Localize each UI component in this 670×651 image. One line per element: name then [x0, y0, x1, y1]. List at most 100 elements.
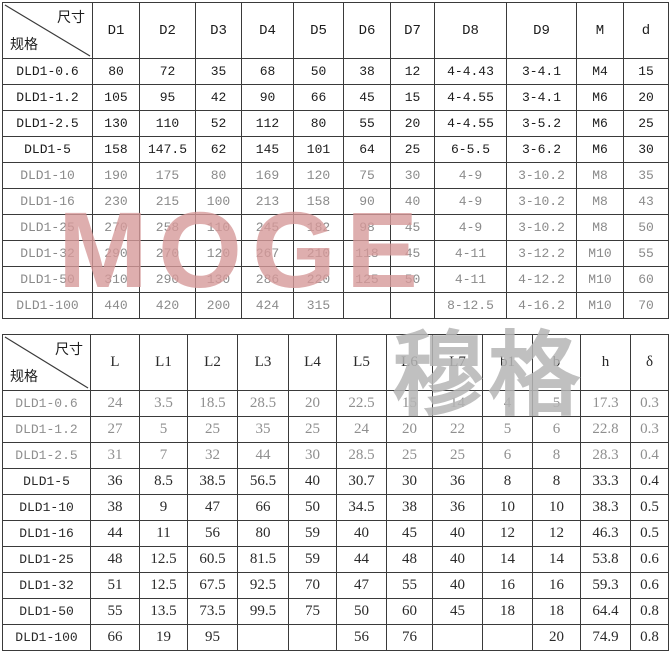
row-spec: DLD1-32	[2, 572, 91, 599]
table-row: DLD1-50 310 290 130 286 220 125 50 4-11 4-12.2 M10…	[2, 266, 669, 293]
cell: 245	[241, 214, 294, 241]
cell: 0.4	[630, 442, 669, 469]
cell: 59	[288, 546, 337, 573]
cell: 36	[432, 468, 483, 495]
col-header-delta: δ	[630, 334, 669, 391]
cell: 60	[386, 598, 433, 625]
corner-header-l: 尺寸 规格	[2, 334, 91, 391]
cell: 147.5	[139, 136, 196, 163]
cell: 3-4.1	[506, 58, 577, 85]
table-row: DLD1-5 158 147.5 62 145 101 64 25 6-5.5 3-6.2 M6 30	[2, 136, 669, 163]
cell: 5	[139, 416, 188, 443]
cell: 0.8	[630, 598, 669, 625]
cell: 98	[343, 214, 391, 241]
cell: 8.5	[139, 468, 188, 495]
cell: M6	[576, 136, 624, 163]
col-header-l3: L3	[237, 334, 289, 391]
cell: 81.5	[237, 546, 289, 573]
cell: 64.4	[580, 598, 631, 625]
cell: 44	[90, 520, 140, 547]
row-spec: DLD1-25	[2, 214, 93, 241]
col-header-b1: b1	[482, 334, 533, 391]
cell: 30	[390, 162, 435, 189]
col-header-l7: L7	[432, 334, 483, 391]
cell: M8	[576, 188, 624, 215]
cell: 35	[623, 162, 669, 189]
cell: 45	[343, 84, 391, 111]
cell: 47	[336, 572, 387, 599]
cell: 35	[237, 416, 289, 443]
cell: 182	[293, 214, 344, 241]
cell: 50	[623, 214, 669, 241]
cell: 66	[90, 624, 140, 651]
cell: 99.5	[237, 598, 289, 625]
cell: 80	[195, 162, 242, 189]
cell: 44	[336, 546, 387, 573]
cell	[343, 292, 391, 319]
table-row: DLD1-16 230 215 100 213 158 90 40 4-9 3-10.2 M8 43	[2, 188, 669, 215]
cell: 220	[293, 266, 344, 293]
cell: 27	[90, 416, 140, 443]
cell: 290	[139, 266, 196, 293]
cell	[288, 624, 337, 651]
col-header-l4: L4	[288, 334, 337, 391]
cell: 72	[139, 58, 196, 85]
cell: 30	[623, 136, 669, 163]
cell: 38.3	[580, 494, 631, 521]
cell: 60.5	[187, 546, 238, 573]
table-row: DLD1-32 290 270 120 267 210 118 45 4-11 3-12.2 M10…	[2, 240, 669, 267]
cell: 28.5	[237, 390, 289, 417]
cell: 5	[482, 416, 533, 443]
cell: 215	[139, 188, 196, 215]
cell: 56	[187, 520, 238, 547]
row-spec: DLD1-10	[2, 162, 93, 189]
cell: 66	[237, 494, 289, 521]
cell: 50	[336, 598, 387, 625]
cell: 22.8	[580, 416, 631, 443]
cell: 14	[482, 546, 533, 573]
table-row: DLD1-32 51 12.5 67.5 92.5 70 47 55 40 16 16 59.3 0.6	[2, 572, 669, 599]
cell: 55	[386, 572, 433, 599]
cell: 74.9	[580, 624, 631, 651]
cell: 20	[532, 624, 581, 651]
cell: 130	[92, 110, 140, 137]
cell: 95	[139, 84, 196, 111]
cell: 90	[241, 84, 294, 111]
row-spec: DLD1-16	[2, 520, 91, 547]
cell: 40	[336, 520, 387, 547]
diagonal-divider-icon	[4, 4, 91, 57]
cell: 16	[532, 572, 581, 599]
cell: 38	[386, 494, 433, 521]
table-row: DLD1-10 190 175 80 169 120 75 30 4-9 3-10.2 M8 35	[2, 162, 669, 189]
cell: 32	[187, 442, 238, 469]
cell: 44	[237, 442, 289, 469]
corner-top-label: 尺寸	[55, 342, 83, 358]
cell: M10	[576, 292, 624, 319]
cell: 33.3	[580, 468, 631, 495]
cell: 110	[195, 214, 242, 241]
table-row: DLD1-2.5 31 7 32 44 30 28.5 25 25 6 8 28.3 0.4	[2, 442, 669, 469]
cell: 12	[482, 520, 533, 547]
cell: M6	[576, 84, 624, 111]
cell: 80	[293, 110, 344, 137]
cell: 14	[432, 390, 483, 417]
cell: 55	[623, 240, 669, 267]
cell: 4-9	[434, 162, 507, 189]
cell: 80	[237, 520, 289, 547]
table-row: DLD1-5 36 8.5 38.5 56.5 40 30.7 30 36 8 8 33.3 0.4	[2, 468, 669, 495]
cell: 6	[482, 442, 533, 469]
cell: 18.5	[187, 390, 238, 417]
row-spec: DLD1-1.2	[2, 84, 93, 111]
cell: 8-12.5	[434, 292, 507, 319]
cell: 40	[432, 520, 483, 547]
cell: 4-11	[434, 266, 507, 293]
cell: 4-11	[434, 240, 507, 267]
cell: 80	[92, 58, 140, 85]
row-spec: DLD1-0.6	[2, 58, 93, 85]
cell: 25	[386, 442, 433, 469]
row-spec: DLD1-50	[2, 266, 93, 293]
cell: 36	[432, 494, 483, 521]
cell: 10	[482, 494, 533, 521]
cell: 92.5	[237, 572, 289, 599]
row-spec: DLD1-1.2	[2, 416, 91, 443]
